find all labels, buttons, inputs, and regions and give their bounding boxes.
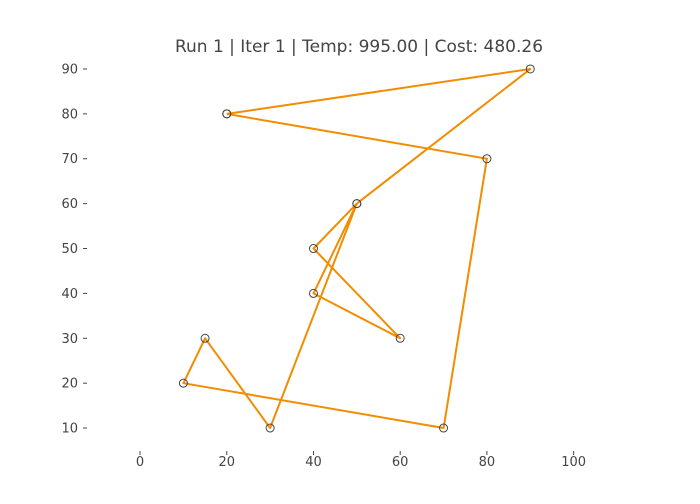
y-tick-label: 30 <box>61 332 78 347</box>
y-tick-label: 40 <box>61 287 78 302</box>
city-point <box>352 199 362 209</box>
x-tick-label: 20 <box>218 455 235 470</box>
y-tick-label: 80 <box>61 107 78 122</box>
x-tick-label: 100 <box>561 455 586 470</box>
x-tick-label: 80 <box>479 455 496 470</box>
city-point <box>395 333 405 343</box>
y-axis: 10 20 30 40 50 60 70 80 90 <box>61 62 87 437</box>
city-point <box>308 288 318 298</box>
y-tick-label: 60 <box>61 197 78 212</box>
x-tick-label: 60 <box>392 455 409 470</box>
plot-series <box>178 64 535 433</box>
city-point <box>222 109 232 119</box>
city-point <box>482 154 492 164</box>
route-line <box>182 68 532 429</box>
city-point <box>525 64 535 74</box>
y-tick-label: 20 <box>61 377 78 392</box>
x-axis: 0 20 40 60 80 100 <box>136 451 586 470</box>
y-tick-label: 70 <box>61 152 78 167</box>
city-point <box>439 423 449 433</box>
city-point <box>308 244 318 254</box>
x-tick-label: 0 <box>136 455 144 470</box>
city-point <box>178 378 188 388</box>
chart-title: Run 1 | Iter 1 | Temp: 995.00 | Cost: 48… <box>175 37 543 57</box>
y-tick-label: 50 <box>61 242 78 257</box>
y-tick-label: 90 <box>61 62 78 77</box>
city-point <box>200 333 210 343</box>
x-tick-label: 40 <box>305 455 322 470</box>
city-point <box>265 423 275 433</box>
y-tick-label: 10 <box>61 422 78 437</box>
